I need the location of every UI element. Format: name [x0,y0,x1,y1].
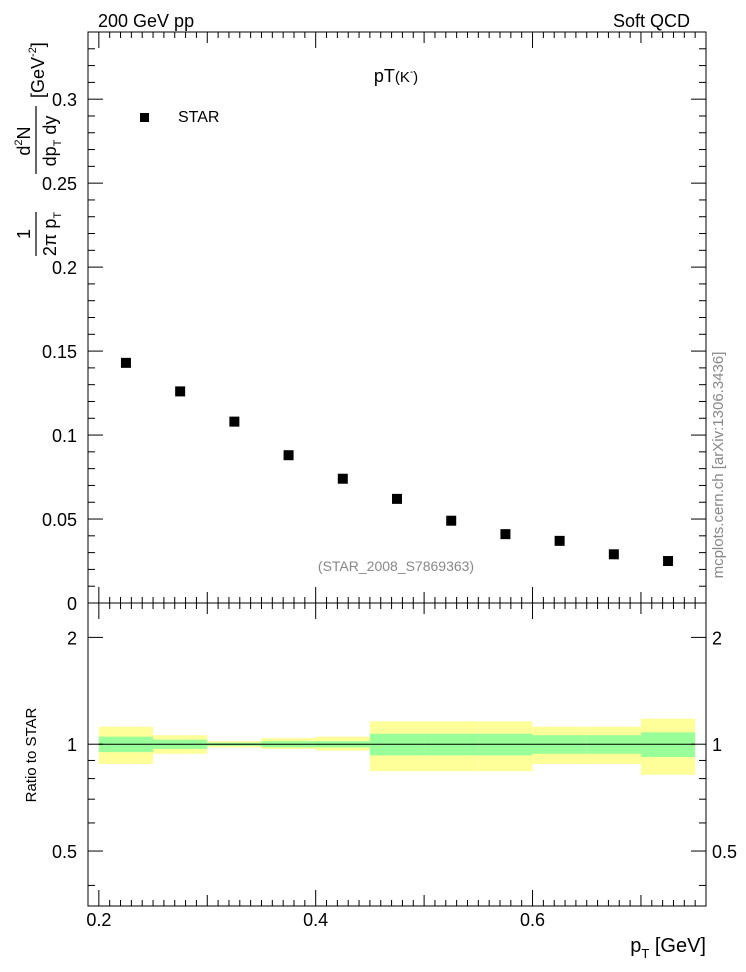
title-close: ) [413,69,418,86]
data-point [175,386,186,397]
main-y-tick-label: 0.3 [52,90,77,110]
legend-label: STAR [178,109,219,126]
ratio-plot: 0.5 0.5 1 1 2 2 0.2 0.4 0.6 Ratio to STAR pT [G… [23,602,737,961]
ylabel-unit-sup: -2 [27,47,39,57]
ylabel-frac2-den-tail: dy [40,116,60,140]
main-y-tick-label: 0.25 [42,174,77,194]
title-main: pT [374,66,395,86]
main-y-tick-label: 0.2 [52,258,77,278]
data-points [120,357,674,567]
header-left: 200 GeV pp [98,11,194,31]
main-title: pT(K-) [374,66,418,86]
ratio-y-axis-label: Ratio to STAR [23,707,40,802]
analysis-id: (STAR_2008_S7869363) [318,558,474,574]
main-plot: 0 0.05 0.1 0.15 0.2 0.25 0.3 pT(K-) STAR (STAR… [13,31,707,614]
data-point [229,416,240,427]
title-particle: (K [395,69,410,86]
ylabel-frac2-num-tail: N [14,126,34,139]
x-axis-label: pT [GeV] [630,935,706,961]
xlabel-tail: [GeV] [649,935,706,957]
ratio-y-tick-label-left: 1 [67,735,77,755]
data-point [120,357,131,368]
ratio-axis-ticks [88,603,707,906]
main-y-axis-label: 1 2π pT d2N dpT dy [GeV-2] [13,42,64,256]
ylabel-unit: [GeV-2] [27,42,48,98]
data-point [663,556,674,567]
data-point [337,473,348,484]
header-right: Soft QCD [613,11,690,31]
ylabel-frac1-den-sub: T [52,212,64,219]
x-tick-label: 0.6 [520,910,545,930]
x-tick-label: 0.4 [303,910,328,930]
main-y-tick-label: 0.05 [42,510,77,530]
data-point [283,450,294,461]
ratio-y-tick-label-right: 2 [712,628,722,648]
ratio-bands [98,718,696,775]
data-point [392,493,402,504]
main-axis-ticks [88,31,707,604]
main-y-tick-label: 0.1 [52,426,77,446]
legend-marker [140,113,149,122]
title-superscript: - [410,67,413,78]
ratio-y-tick-labels: 0.5 0.5 1 1 2 2 [52,628,737,862]
ratio-plot-frame [87,602,707,907]
main-y-tick-labels: 0 0.05 0.1 0.15 0.2 0.25 0.3 [42,90,77,614]
ylabel-frac2-num: d2N [13,126,34,155]
ratio-y-tick-label-left: 0.5 [52,842,77,862]
ylabel-frac1-num: 1 [14,229,34,239]
ratio-y-tick-label-right: 0.5 [712,842,737,862]
ylabel-frac1-den-text: 2π p [40,219,60,256]
xlabel-sub: T [641,946,649,961]
ylabel-frac2-den: dpT dy [40,116,64,167]
ylabel-unit-text: [GeV [28,57,48,98]
data-point [446,515,457,526]
ratio-x-tick-labels: 0.2 0.4 0.6 [86,910,545,930]
ratio-y-tick-label-left: 2 [67,628,77,648]
data-point [500,529,511,540]
ratio-y-tick-label-right: 1 [712,735,722,755]
ylabel-frac1-den: 2π pT [40,212,64,256]
data-point [554,535,565,546]
main-y-tick-label: 0 [67,594,77,614]
ylabel-frac2-num-d: d [14,146,34,156]
x-tick-label: 0.2 [86,910,111,930]
ylabel-frac2-den-text: dp [40,146,60,166]
ylabel-unit-close: ] [28,42,48,47]
ylabel-frac2-den-sub: T [52,139,64,146]
xlabel-p: p [630,935,641,957]
ylabel-frac2-num-sup: 2 [13,139,25,145]
data-point [608,549,619,560]
side-label: mcplots.cern.ch [arXiv:1306.3436] [710,352,727,579]
main-y-tick-label: 0.15 [42,342,77,362]
